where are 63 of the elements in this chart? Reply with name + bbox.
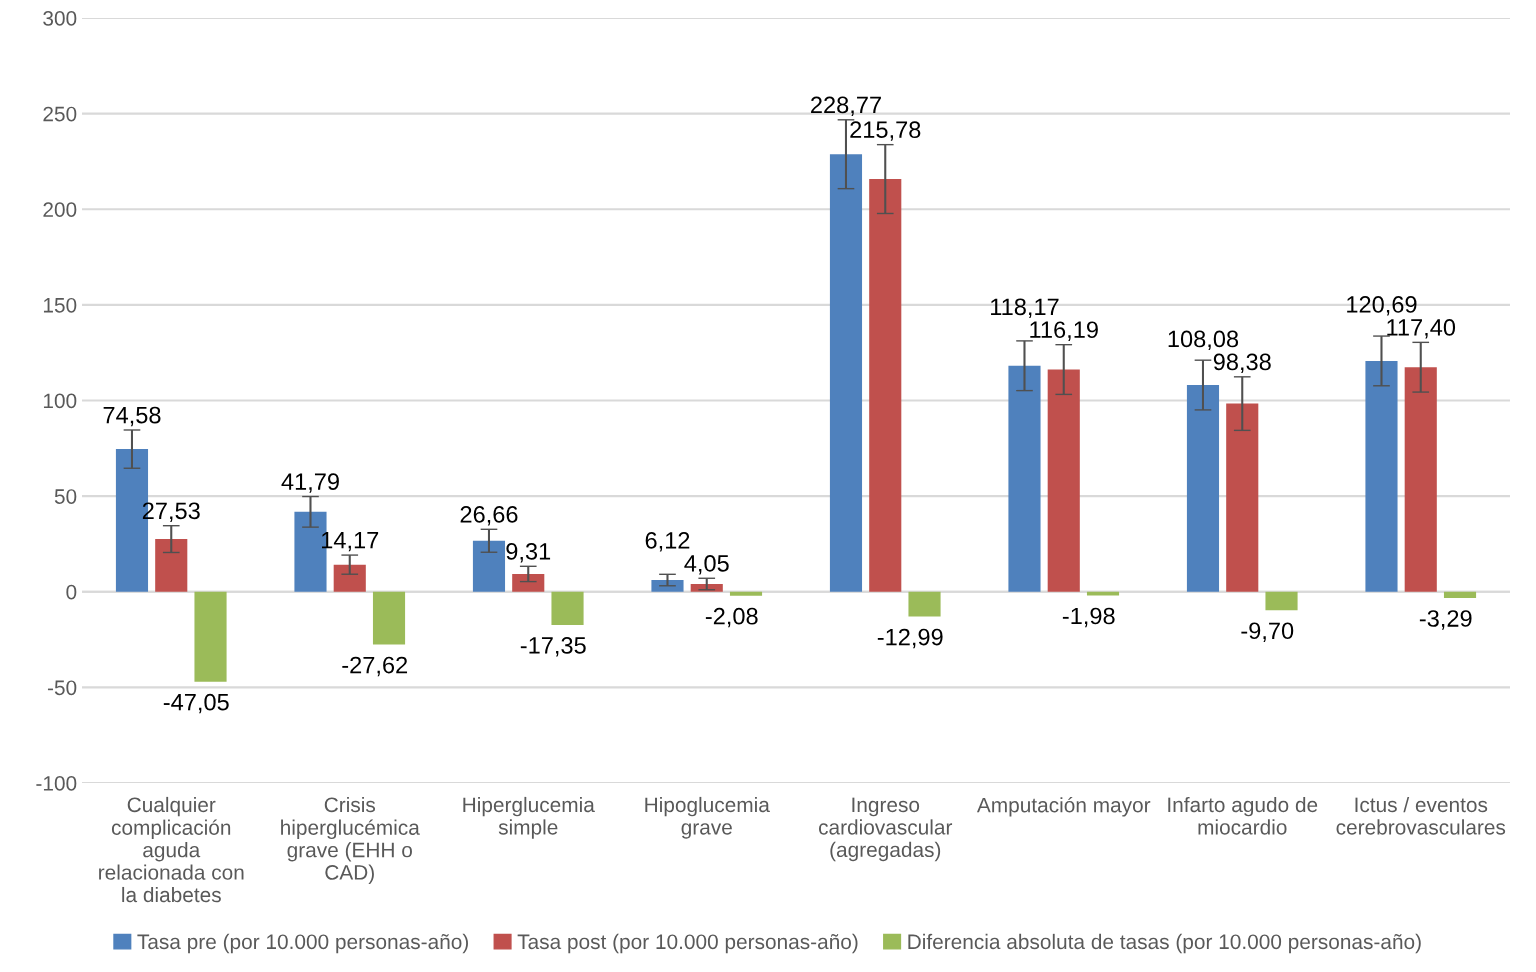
bar [194,591,227,682]
bar [829,154,863,592]
data-label: 4,05 [684,554,729,575]
y-tick-label: 150 [43,297,77,313]
data-label: 98,38 [1213,353,1271,374]
bar [512,573,545,592]
bar [333,564,366,592]
data-label: 118,17 [991,298,1059,318]
legend-label: Tasa pre (por 10.000 personas-año) [137,933,468,954]
bar [472,540,506,592]
data-label: -17,35 [520,637,586,657]
x-tick-label: Amputación mayor [976,796,1151,817]
y-tick-label: 100 [43,393,77,409]
x-tick-label: Hiperglucemia simple [463,796,595,839]
data-label: -12,99 [877,628,943,649]
data-label: -27,62 [342,656,408,677]
data-label: -9,70 [1241,622,1294,642]
y-tick-label: 50 [54,489,77,504]
bar [1443,591,1477,599]
bar [908,591,941,617]
data-label: 116,19 [1030,321,1098,341]
bar [1186,385,1220,592]
bar [729,591,763,596]
legend-label: Diferencia absoluta de tasas (por 10.000 personas-año) [908,933,1421,954]
bar [155,539,188,592]
x-tick-label: Ictus / eventos cerebrovasculares [1336,796,1506,835]
bar [651,580,684,592]
bar [1226,403,1259,592]
data-label: 6,12 [645,532,690,552]
x-tick-label: Cualquier complicación aguda relacionada con la diabetes [99,796,244,903]
y-tick-label: 200 [43,202,77,217]
x-tick-label: Ingreso cardiovascular (agregadas) [818,797,953,862]
y-tick-label: 250 [43,106,77,122]
bar [869,179,902,592]
bar [1265,591,1298,611]
y-tick-label: 300 [43,11,77,26]
data-label: -1,98 [1062,607,1115,628]
data-label: 74,58 [103,406,161,427]
bar [1008,365,1041,592]
data-label: -47,05 [163,693,229,714]
data-label: 117,40 [1387,319,1456,339]
y-tick-label: -50 [47,680,77,696]
data-label: -2,08 [705,607,758,628]
bar [1086,591,1120,596]
data-label: 120,69 [1347,296,1417,316]
y-tick-label: -100 [36,776,77,791]
x-tick-label: Infarto agudo de miocardio [1168,796,1318,835]
bar [551,591,584,625]
data-label: 215,78 [850,121,921,141]
data-label: 9,31 [506,543,551,563]
data-label: -3,29 [1419,610,1472,630]
data-label: 26,66 [460,505,518,526]
bar [372,591,406,645]
x-tick-label: Crisis hiperglucémica grave (EHH o CAD) [281,796,420,884]
x-tick-label: Hipoglucemia grave [645,796,770,839]
bar [1047,369,1080,592]
data-label: 108,08 [1168,330,1239,351]
bar [1404,367,1437,592]
y-tick-label: 0 [66,584,77,600]
data-label: 41,79 [281,473,339,493]
data-label: 228,77 [811,96,881,117]
legend-label: Tasa post (por 10.000 personas-año) [517,933,858,954]
bar [1365,360,1398,592]
